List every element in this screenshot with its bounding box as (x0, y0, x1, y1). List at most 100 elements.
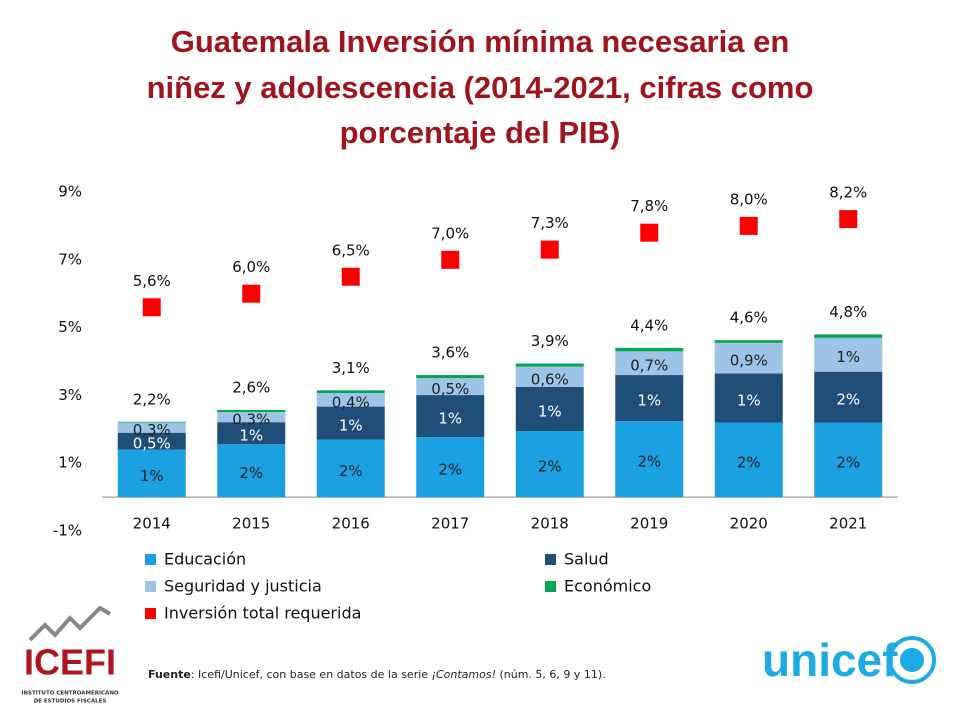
y-tick-label: 9% (58, 183, 82, 201)
bar-segment (814, 334, 883, 338)
bar-segment (117, 421, 186, 423)
bar-segment (814, 337, 883, 372)
marker (540, 240, 559, 259)
unicef-text: unicef (762, 634, 898, 686)
unicef-emblem (900, 648, 924, 672)
y-tick-label: 1% (58, 454, 82, 472)
data-label: 2% (737, 453, 761, 471)
icefi-logo: ICEFI INSTITUTO CENTROAMERICANO DE ESTUD… (21, 605, 119, 705)
icefi-sub: INSTITUTO CENTROAMERICANO (21, 691, 119, 697)
data-label: 0,7% (630, 357, 668, 375)
total-label: 3,1% (332, 359, 370, 377)
marker (739, 216, 758, 235)
total-label: 4,6% (730, 309, 768, 327)
legend-swatch (545, 554, 556, 565)
bar-segment (515, 366, 584, 387)
bar-segment (416, 378, 485, 396)
bar-segment (714, 340, 783, 343)
data-label: 2% (538, 458, 562, 476)
unicef-emblem (888, 636, 936, 684)
total-label: 2,2% (133, 390, 171, 408)
data-label: 2% (239, 464, 263, 482)
total-label: 4,4% (630, 316, 668, 334)
bar-segment (814, 371, 883, 423)
y-tick-label: -1% (53, 522, 82, 540)
bar-segment (316, 406, 385, 440)
data-label: 0,4% (332, 393, 370, 411)
legend-label: Educación (164, 550, 246, 569)
source-italic: ¡Contamos! (432, 668, 496, 681)
marker (441, 250, 460, 269)
bar-segment (615, 347, 684, 352)
bar-segment (615, 351, 684, 376)
legend-swatch (145, 581, 156, 592)
legend-label: Seguridad y justicia (164, 577, 322, 596)
bar-segment (515, 363, 584, 367)
data-label: 0,5% (133, 435, 171, 453)
marker (242, 284, 261, 303)
legend-label: Inversión total requerida (164, 604, 361, 623)
icefi-text: ICEFI (24, 642, 116, 683)
total-label: 2,6% (232, 378, 270, 396)
bar-segment (814, 422, 883, 498)
bar-segment (316, 393, 385, 407)
legend-label: Económico (564, 577, 651, 596)
bar-segment (515, 430, 584, 498)
marker (142, 298, 161, 317)
data-label: 1% (239, 427, 263, 445)
y-tick-label: 7% (58, 250, 82, 268)
legend-swatch (545, 581, 556, 592)
total-label: 3,6% (431, 344, 469, 362)
marker (839, 210, 858, 229)
bar-segment (615, 375, 684, 422)
x-tick-label: 2015 (232, 515, 270, 533)
legend-swatch (145, 554, 156, 565)
bar-segment (714, 342, 783, 374)
legend-swatch (145, 608, 156, 619)
data-label: 7,8% (630, 197, 668, 215)
data-label: 8,2% (829, 184, 867, 202)
unicef-logo: unicef (762, 634, 936, 686)
bar-segment (217, 422, 286, 445)
data-label: 2% (836, 453, 860, 471)
data-label: 2% (836, 391, 860, 409)
data-label: 1% (538, 402, 562, 420)
data-label: 0,5% (431, 380, 469, 398)
data-label: 1% (737, 391, 761, 409)
x-tick-label: 2020 (730, 515, 768, 533)
data-label: 0,3% (133, 421, 171, 439)
bar-segment (117, 432, 186, 450)
bar-segment (316, 439, 385, 498)
data-label: 2% (637, 453, 661, 471)
source-label: Fuente (148, 668, 191, 681)
bar-segment (416, 375, 485, 379)
chart-title: porcentaje del PIB) (340, 115, 621, 150)
icefi-sub: DE ESTUDIOS FISCALES (34, 699, 107, 705)
marker (640, 223, 659, 242)
data-label: 1% (438, 410, 462, 428)
data-label: 2% (438, 461, 462, 479)
x-tick-label: 2018 (531, 515, 569, 533)
total-label: 3,9% (531, 332, 569, 350)
data-label: 0,3% (232, 411, 270, 429)
x-tick-label: 2016 (332, 515, 370, 533)
data-label: 6,5% (332, 241, 370, 259)
bar-segment (117, 449, 186, 498)
data-label: 1% (339, 417, 363, 435)
data-label: 1% (140, 467, 164, 485)
data-label: 0,6% (531, 370, 569, 388)
x-tick-label: 2017 (431, 515, 469, 533)
marker (341, 267, 360, 286)
bar-segment (615, 421, 684, 498)
data-label: 1% (836, 348, 860, 366)
data-label: 7,3% (531, 214, 569, 232)
data-label: 6,0% (232, 258, 270, 276)
bar-segment (217, 409, 286, 413)
x-tick-label: 2021 (829, 515, 867, 533)
data-label: 0,9% (730, 352, 768, 370)
chart-title: Guatemala Inversión mínima necesaria en (171, 24, 790, 59)
logo-graph (28, 605, 112, 642)
data-label: 2% (339, 462, 363, 480)
source: Fuente: Icefi/Unicef, con base en datos … (148, 668, 606, 681)
